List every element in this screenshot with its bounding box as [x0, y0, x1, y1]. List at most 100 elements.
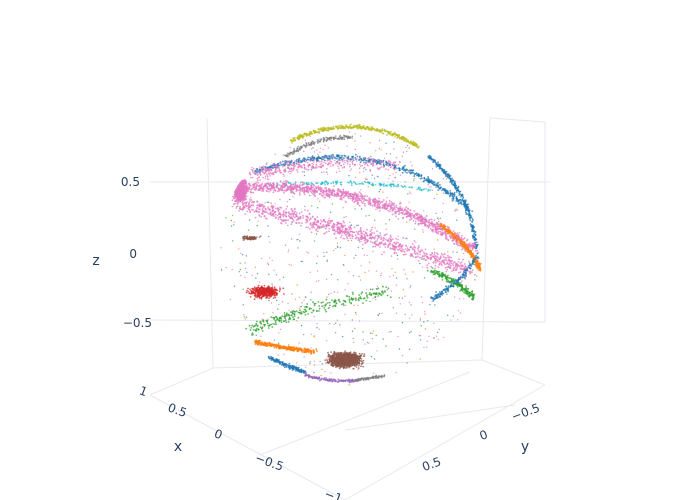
data-point — [384, 184, 387, 187]
data-point — [263, 313, 265, 315]
data-point — [409, 317, 411, 319]
data-point — [269, 257, 271, 259]
data-point — [433, 253, 436, 256]
data-point — [337, 125, 339, 128]
data-point — [415, 212, 417, 215]
data-point — [404, 164, 406, 167]
data-point — [408, 348, 411, 351]
data-point — [453, 242, 456, 245]
data-point — [404, 295, 406, 297]
data-point — [445, 270, 448, 273]
data-point — [363, 161, 365, 164]
data-point — [308, 219, 311, 221]
data-point — [410, 218, 412, 220]
data-point — [378, 139, 381, 142]
data-point — [342, 237, 345, 240]
data-point — [270, 214, 273, 217]
data-point — [299, 184, 301, 186]
data-point — [457, 271, 460, 274]
data-point — [452, 251, 454, 253]
data-point — [426, 340, 429, 342]
data-point — [448, 174, 450, 177]
data-point — [271, 187, 274, 190]
data-point — [312, 147, 314, 149]
data-point — [297, 137, 300, 139]
data-point — [344, 125, 347, 128]
data-point — [248, 208, 251, 211]
data-point — [238, 198, 241, 201]
data-point — [287, 251, 289, 253]
data-point — [279, 286, 281, 288]
data-point — [474, 234, 477, 237]
data-point — [399, 247, 401, 250]
data-point — [408, 170, 410, 172]
data-point — [376, 238, 379, 240]
data-point — [374, 184, 377, 186]
data-point — [452, 179, 454, 182]
data-point — [404, 313, 406, 316]
data-point — [413, 240, 416, 242]
data-point — [385, 200, 388, 203]
data-point — [433, 181, 435, 184]
data-point — [313, 156, 316, 159]
data-point — [342, 196, 344, 199]
data-point — [348, 131, 350, 133]
data-point — [311, 156, 313, 159]
data-point — [258, 185, 261, 188]
data-point — [284, 218, 287, 221]
data-point — [366, 195, 368, 198]
data-point — [415, 172, 417, 175]
data-point — [279, 279, 281, 281]
data-point — [453, 191, 456, 194]
data-point — [340, 181, 342, 184]
data-point — [335, 125, 337, 128]
data-point — [438, 220, 440, 223]
data-point — [305, 143, 308, 145]
data-point — [333, 185, 335, 188]
data-point — [366, 341, 369, 344]
data-point — [340, 124, 343, 127]
data-point — [305, 296, 307, 299]
data-point — [439, 230, 441, 233]
data-point — [383, 207, 386, 210]
data-point — [318, 280, 320, 282]
data-point — [427, 157, 430, 159]
data-point — [416, 188, 418, 191]
data-point — [384, 246, 387, 248]
data-point — [294, 210, 297, 213]
data-point — [315, 280, 318, 282]
data-point — [290, 223, 293, 226]
data-point — [403, 250, 406, 253]
data-point — [280, 189, 283, 192]
data-point — [449, 175, 452, 177]
data-point — [449, 194, 452, 196]
data-point — [301, 135, 303, 137]
data-point — [357, 224, 360, 227]
data-point — [343, 232, 346, 235]
data-point — [297, 145, 300, 148]
data-point — [435, 258, 438, 261]
data-point — [404, 181, 406, 183]
data-point — [220, 247, 222, 249]
data-point — [378, 182, 381, 185]
data-point — [432, 183, 434, 185]
data-point — [307, 252, 310, 254]
data-point — [354, 153, 357, 156]
data-point — [453, 183, 455, 185]
data-point — [442, 188, 445, 190]
data-point — [343, 154, 346, 157]
data-point — [375, 208, 377, 211]
data-point — [340, 236, 342, 239]
data-point — [442, 256, 444, 258]
data-point — [372, 201, 375, 204]
data-point — [307, 185, 309, 188]
data-point — [437, 338, 440, 341]
data-point — [352, 196, 355, 199]
data-point — [301, 160, 303, 163]
data-point — [343, 138, 346, 141]
data-point — [456, 188, 459, 191]
data-point — [385, 228, 388, 230]
data-point — [410, 192, 412, 195]
data-point — [281, 160, 284, 163]
data-point — [411, 169, 414, 172]
